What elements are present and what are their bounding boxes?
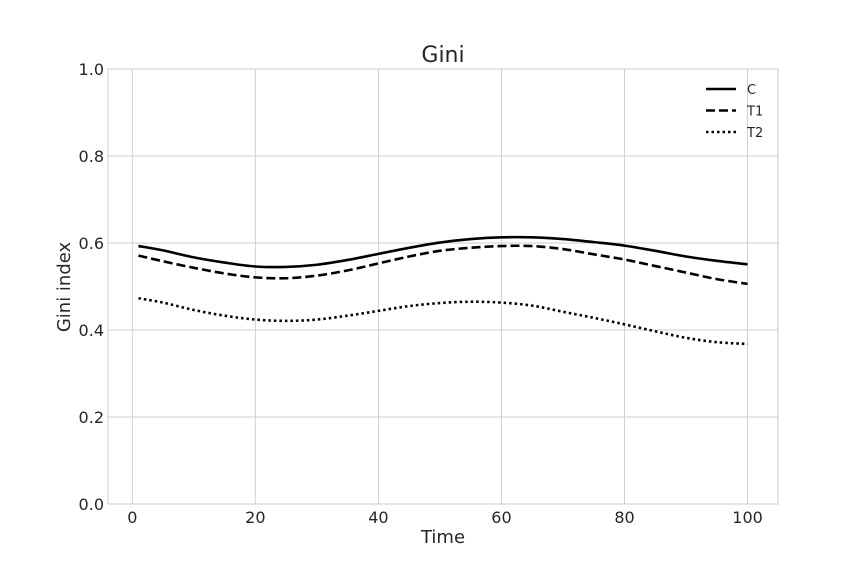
x-tick-label: 80	[614, 508, 634, 527]
series-line-t1	[138, 244, 748, 286]
legend-label-t1: T1	[746, 105, 763, 120]
y-tick-label: 1.0	[79, 60, 104, 79]
y-tick-label: 0.4	[79, 321, 104, 340]
y-tick-label: 0.8	[79, 147, 104, 166]
legend-label-t2: T2	[746, 126, 763, 141]
y-axis-label: Gini index	[54, 241, 75, 332]
legend: C T1 T2	[706, 83, 763, 141]
series-line-t2	[138, 296, 748, 346]
axes-frame	[107, 68, 779, 505]
legend-label-c: C	[747, 83, 756, 98]
x-tick-label: 0	[127, 508, 137, 527]
grid	[108, 68, 778, 505]
y-tick-label: 0.0	[79, 495, 104, 514]
plot-area-border	[107, 68, 779, 505]
y-tick-label: 0.2	[79, 408, 104, 427]
x-tick-label: 60	[491, 508, 511, 527]
y-tick-label: 0.6	[79, 234, 104, 253]
x-tick-label: 100	[732, 508, 763, 527]
x-tick-label: 20	[245, 508, 265, 527]
x-axis-label: Time	[420, 527, 465, 548]
tick-labels: 0 20 40 60 80 100 0.0 0.2 0.4 0.6 0.8 1.0	[79, 60, 763, 527]
x-tick-label: 40	[368, 508, 388, 527]
series-lines	[138, 235, 748, 346]
series-line-c	[138, 235, 748, 269]
chart-title: Gini	[421, 43, 464, 68]
